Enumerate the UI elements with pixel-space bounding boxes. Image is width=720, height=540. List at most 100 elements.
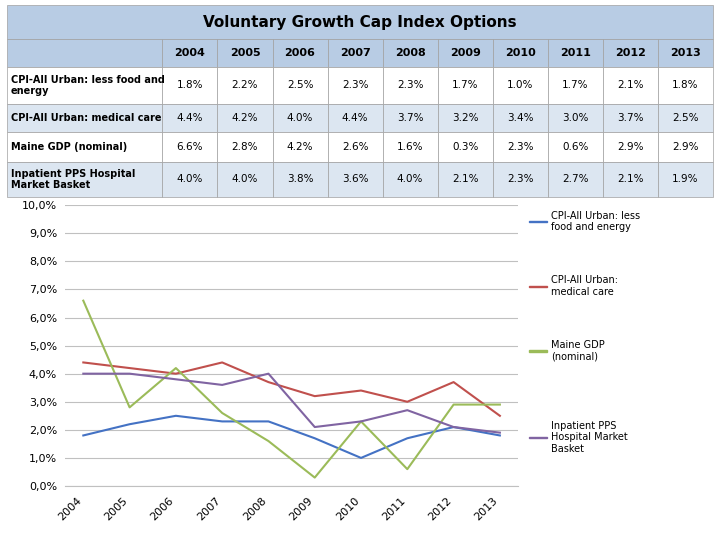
Bar: [492, 67, 548, 104]
Text: 4.2%: 4.2%: [232, 113, 258, 123]
Bar: [7, 39, 163, 67]
Text: 2.9%: 2.9%: [672, 142, 698, 152]
Bar: [163, 67, 217, 104]
Text: 2.3%: 2.3%: [397, 80, 423, 90]
Bar: [548, 39, 603, 67]
Text: 2007: 2007: [340, 48, 370, 58]
Bar: [382, 67, 438, 104]
Bar: [217, 67, 272, 104]
Bar: [548, 67, 603, 104]
Bar: [438, 161, 492, 197]
Text: 2.3%: 2.3%: [507, 142, 534, 152]
Text: Maine GDP (nominal): Maine GDP (nominal): [11, 142, 127, 152]
Text: 0.6%: 0.6%: [562, 142, 588, 152]
Bar: [603, 67, 658, 104]
Text: 1.7%: 1.7%: [452, 80, 478, 90]
Bar: [658, 104, 713, 132]
Bar: [272, 104, 328, 132]
Text: 3.6%: 3.6%: [342, 174, 369, 184]
Text: 3.7%: 3.7%: [397, 113, 423, 123]
Text: 2008: 2008: [395, 48, 426, 58]
Bar: [328, 104, 382, 132]
Text: 4.0%: 4.0%: [232, 174, 258, 184]
Bar: [492, 132, 548, 161]
Bar: [217, 104, 272, 132]
Text: 4.0%: 4.0%: [397, 174, 423, 184]
Text: 2.9%: 2.9%: [617, 142, 644, 152]
Bar: [7, 104, 163, 132]
Text: 2010: 2010: [505, 48, 536, 58]
Text: 2005: 2005: [230, 48, 261, 58]
Text: 2009: 2009: [450, 48, 480, 58]
Text: 4.4%: 4.4%: [342, 113, 369, 123]
Bar: [382, 39, 438, 67]
Bar: [163, 161, 217, 197]
Text: 2012: 2012: [615, 48, 646, 58]
Text: 2013: 2013: [670, 48, 701, 58]
Text: 1.9%: 1.9%: [672, 174, 698, 184]
Text: Voluntary Growth Cap Index Options: Voluntary Growth Cap Index Options: [203, 15, 517, 30]
Text: 2011: 2011: [559, 48, 590, 58]
Bar: [7, 5, 713, 39]
Text: 1.8%: 1.8%: [176, 80, 203, 90]
Text: 2006: 2006: [284, 48, 315, 58]
Bar: [217, 132, 272, 161]
Bar: [272, 39, 328, 67]
Text: 2.8%: 2.8%: [232, 142, 258, 152]
Text: 2.7%: 2.7%: [562, 174, 588, 184]
Bar: [328, 39, 382, 67]
Text: 2.1%: 2.1%: [452, 174, 478, 184]
Text: 4.2%: 4.2%: [287, 142, 313, 152]
Bar: [272, 67, 328, 104]
Text: 4.0%: 4.0%: [177, 174, 203, 184]
Bar: [438, 67, 492, 104]
Bar: [603, 39, 658, 67]
Text: 2.3%: 2.3%: [342, 80, 369, 90]
Text: 1.7%: 1.7%: [562, 80, 588, 90]
Text: 2.1%: 2.1%: [617, 174, 644, 184]
Bar: [548, 132, 603, 161]
Bar: [603, 132, 658, 161]
Bar: [217, 39, 272, 67]
Text: 3.8%: 3.8%: [287, 174, 313, 184]
Bar: [328, 67, 382, 104]
Bar: [7, 161, 163, 197]
Bar: [658, 67, 713, 104]
Bar: [438, 132, 492, 161]
Text: CPI-All Urban:
medical care: CPI-All Urban: medical care: [551, 275, 618, 297]
Text: Maine GDP
(nominal): Maine GDP (nominal): [551, 340, 605, 362]
Bar: [7, 67, 163, 104]
Bar: [492, 161, 548, 197]
Bar: [328, 161, 382, 197]
Text: 3.4%: 3.4%: [507, 113, 534, 123]
Bar: [272, 132, 328, 161]
Text: 4.0%: 4.0%: [287, 113, 313, 123]
Text: 2004: 2004: [174, 48, 205, 58]
Bar: [658, 39, 713, 67]
Bar: [438, 104, 492, 132]
Bar: [548, 161, 603, 197]
Bar: [163, 39, 217, 67]
Text: CPI-All Urban: less food and
energy: CPI-All Urban: less food and energy: [11, 75, 165, 96]
Bar: [438, 39, 492, 67]
Text: 3.7%: 3.7%: [617, 113, 644, 123]
Text: CPI-All Urban: medical care: CPI-All Urban: medical care: [11, 113, 161, 123]
Bar: [658, 132, 713, 161]
Text: 3.2%: 3.2%: [452, 113, 478, 123]
Bar: [548, 104, 603, 132]
Bar: [492, 104, 548, 132]
Bar: [272, 161, 328, 197]
Bar: [163, 132, 217, 161]
Bar: [492, 39, 548, 67]
Bar: [658, 161, 713, 197]
Text: 2.1%: 2.1%: [617, 80, 644, 90]
Text: 2.2%: 2.2%: [232, 80, 258, 90]
Bar: [7, 132, 163, 161]
Text: 2.6%: 2.6%: [342, 142, 369, 152]
Text: CPI-All Urban: less
food and energy: CPI-All Urban: less food and energy: [551, 211, 640, 232]
Text: 2.3%: 2.3%: [507, 174, 534, 184]
Bar: [382, 161, 438, 197]
Bar: [217, 161, 272, 197]
Text: 2.5%: 2.5%: [287, 80, 313, 90]
Bar: [603, 161, 658, 197]
